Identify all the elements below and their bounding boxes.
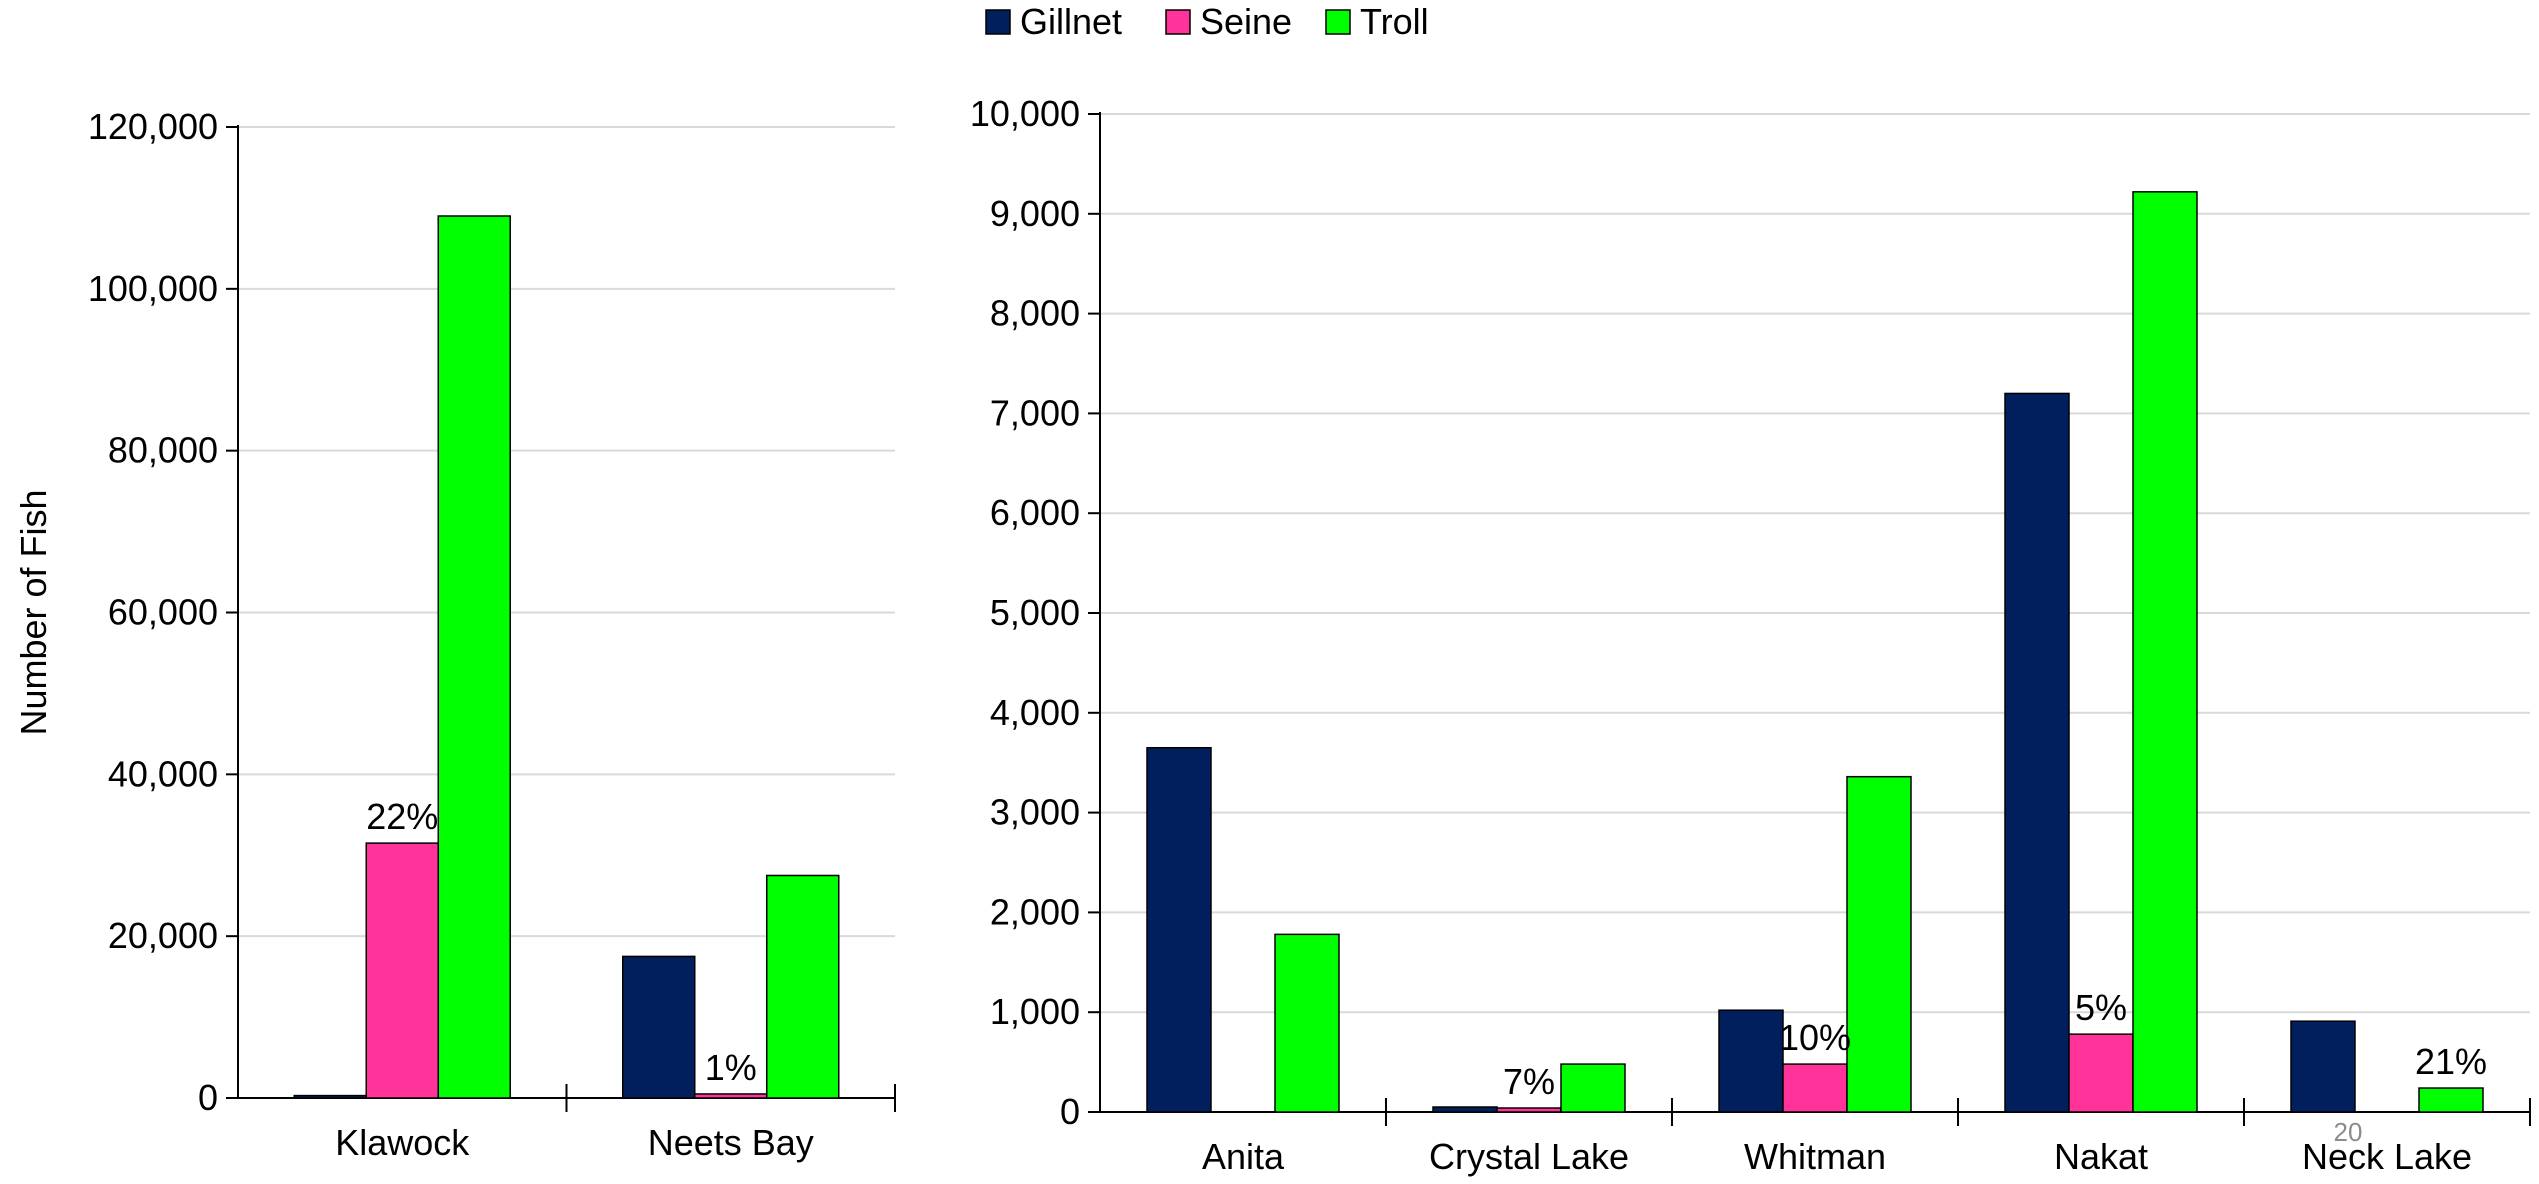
y-tick-label: 120,000 bbox=[88, 106, 218, 147]
bar-gillnet bbox=[1432, 1106, 1498, 1113]
y-tick-label: 7,000 bbox=[990, 392, 1080, 433]
bar-troll bbox=[2418, 1087, 2484, 1113]
bar-seine bbox=[694, 1093, 768, 1099]
x-category-label: Neck Lake bbox=[2302, 1136, 2472, 1177]
x-category-label: Klawock bbox=[335, 1122, 470, 1163]
y-tick-label: 2,000 bbox=[990, 891, 1080, 932]
bar-gillnet bbox=[293, 1094, 367, 1099]
bar-percent-label: 1% bbox=[705, 1047, 757, 1088]
y-tick-label: 3,000 bbox=[990, 792, 1080, 833]
y-tick-label: 9,000 bbox=[990, 193, 1080, 234]
bar-gillnet bbox=[622, 955, 696, 1099]
legend-swatch-gillnet bbox=[985, 9, 1011, 35]
bar-gillnet bbox=[2004, 392, 2070, 1113]
bar-percent-label: 22% bbox=[366, 796, 438, 837]
bar-seine bbox=[365, 842, 439, 1099]
y-tick-label: 40,000 bbox=[108, 753, 218, 794]
bar-troll bbox=[766, 874, 840, 1099]
bar-troll bbox=[437, 215, 511, 1099]
page-number: 20 bbox=[2334, 1117, 2363, 1147]
bar-gillnet bbox=[1718, 1009, 1784, 1113]
bar-percent-label: 10% bbox=[1779, 1017, 1851, 1058]
chart-legend: Gillnet Seine Troll bbox=[985, 1, 1429, 42]
x-category-label: Anita bbox=[1202, 1136, 1285, 1177]
bar-seine bbox=[2068, 1033, 2134, 1113]
y-tick-label: 0 bbox=[1060, 1091, 1080, 1132]
y-tick-label: 0 bbox=[198, 1077, 218, 1118]
bar-percent-label: 21% bbox=[2415, 1041, 2487, 1082]
y-tick-label: 10,000 bbox=[970, 93, 1080, 134]
y-axis-title: Number of Fish bbox=[13, 489, 54, 735]
y-tick-label: 6,000 bbox=[990, 492, 1080, 533]
right-chart-panel: 0 1,000 2,000 3,000 4,000 5,000 6,000 7,000 8,00… bbox=[970, 93, 2531, 1177]
bar-gillnet bbox=[2290, 1020, 2356, 1113]
legend-swatch-seine bbox=[1165, 9, 1191, 35]
bar-troll bbox=[2132, 191, 2198, 1113]
bar-percent-label: 5% bbox=[2075, 987, 2127, 1028]
x-category-label: Whitman bbox=[1744, 1136, 1886, 1177]
bar-seine bbox=[1782, 1063, 1848, 1113]
bar-gillnet bbox=[1146, 746, 1212, 1113]
x-category-label: Nakat bbox=[2054, 1136, 2148, 1177]
bar-seine bbox=[1496, 1107, 1562, 1113]
bar-troll bbox=[1846, 775, 1912, 1113]
legend-label-seine: Seine bbox=[1200, 1, 1292, 42]
legend-swatch-troll bbox=[1325, 9, 1351, 35]
y-tick-label: 80,000 bbox=[108, 430, 218, 471]
y-tick-label: 1,000 bbox=[990, 991, 1080, 1032]
bar-troll bbox=[1274, 933, 1340, 1113]
bar-percent-label: 7% bbox=[1503, 1061, 1555, 1102]
y-tick-label: 8,000 bbox=[990, 293, 1080, 334]
y-tick-label: 60,000 bbox=[108, 592, 218, 633]
y-tick-label: 4,000 bbox=[990, 692, 1080, 733]
y-tick-label: 100,000 bbox=[88, 268, 218, 309]
y-tick-label: 20,000 bbox=[108, 915, 218, 956]
left-chart-panel: 0 20,000 40,000 60,000 80,000 100,000 120,000 N… bbox=[13, 106, 896, 1163]
legend-label-troll: Troll bbox=[1360, 1, 1429, 42]
x-category-label: Neets Bay bbox=[648, 1122, 814, 1163]
y-tick-label: 5,000 bbox=[990, 592, 1080, 633]
bar-troll bbox=[1560, 1063, 1626, 1113]
x-category-label: Crystal Lake bbox=[1429, 1136, 1629, 1177]
legend-label-gillnet: Gillnet bbox=[1020, 1, 1122, 42]
